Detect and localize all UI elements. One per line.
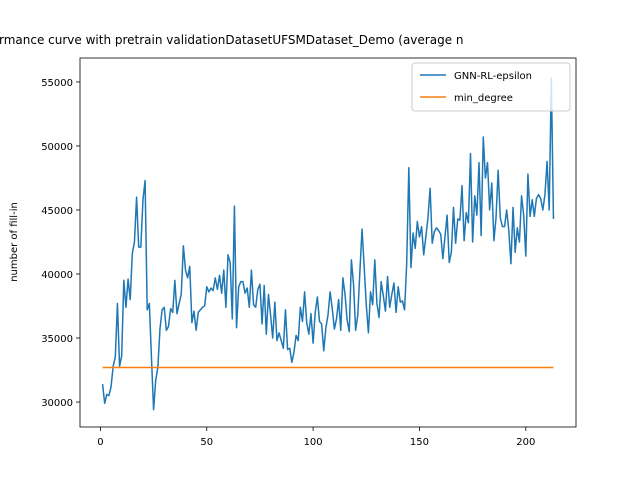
y-tick-label: 55000 xyxy=(41,78,73,89)
legend-label: min_degree xyxy=(454,93,513,104)
axes-frame xyxy=(79,57,577,428)
x-tick-label: 200 xyxy=(516,437,535,448)
legend-box xyxy=(411,62,571,112)
legend-label: GNN-RL-epsilon xyxy=(454,71,532,82)
y-axis-label: number of fill-in xyxy=(9,202,20,282)
x-tick-label: 50 xyxy=(200,437,213,448)
y-tick-label: 50000 xyxy=(41,142,73,153)
x-tick-label: 100 xyxy=(304,437,323,448)
data-line xyxy=(101,77,555,411)
x-tick-label: 0 xyxy=(97,437,103,448)
y-tick-label: 40000 xyxy=(41,270,73,281)
x-tick-label: 150 xyxy=(410,437,429,448)
y-tick-label: 45000 xyxy=(41,206,73,217)
y-tick-label: 35000 xyxy=(41,334,73,345)
chart-title: rmance curve with pretrain validationDat… xyxy=(0,33,464,47)
y-tick-label: 30000 xyxy=(41,398,73,409)
